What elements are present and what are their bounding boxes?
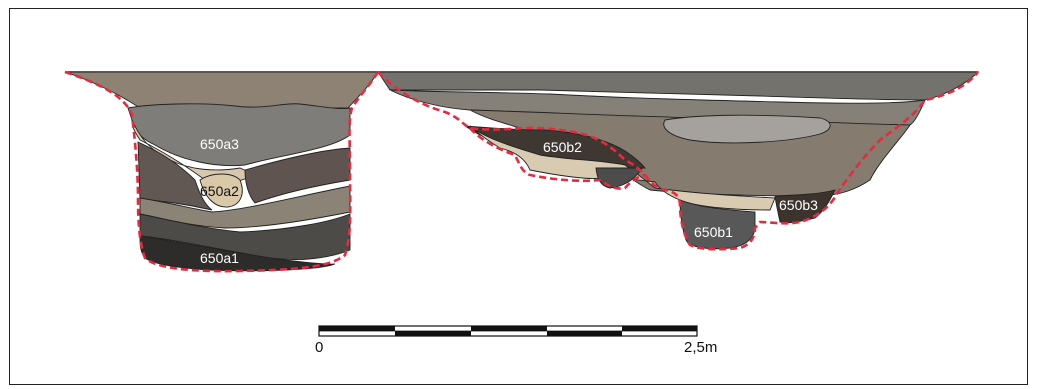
label-650b3: 650b3: [779, 197, 818, 213]
layer-b-top: [377, 71, 980, 101]
label-650a1: 650a1: [200, 250, 239, 266]
layer-b-nub: [595, 167, 643, 189]
feature-650a-boundary: [64, 70, 380, 273]
scale-bar: 0 2,5m: [315, 325, 717, 356]
label-650a2: 650a2: [200, 183, 239, 199]
scale-label-end: 2,5m: [684, 339, 717, 356]
layer-b-lens: [663, 114, 831, 144]
feature-650a: [64, 70, 380, 273]
layer-a-top: [64, 71, 379, 109]
layer-a-lower: [139, 213, 351, 260]
feature-650b-boundary: [377, 71, 980, 251]
scale-segment-2: [395, 331, 471, 336]
layer-a2-right: [244, 147, 351, 204]
scale-segment-5: [622, 326, 697, 331]
feature-650b: [377, 71, 980, 251]
layer-650b3: [774, 189, 836, 224]
scale-label-start: 0: [315, 339, 323, 356]
label-650a3: 650a3: [200, 136, 239, 152]
label-650b2: 650b2: [543, 139, 582, 155]
scale-segment-3: [471, 326, 547, 331]
layer-650a2-lens: [199, 173, 243, 208]
scale-segment-1: [319, 326, 395, 331]
layer-a-wedge: [137, 141, 213, 211]
label-650b1: 650b1: [694, 224, 733, 240]
scale-segment-4: [547, 331, 622, 336]
feature-650b-inner-boundary: [469, 127, 646, 190]
layer-650b1: [679, 199, 756, 250]
